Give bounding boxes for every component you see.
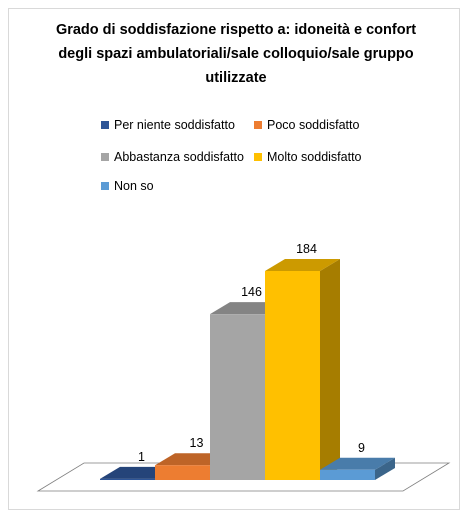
legend-swatch-per-niente — [101, 121, 109, 129]
chart-title-line-2: degli spazi ambulatoriali/sale colloquio… — [58, 46, 414, 62]
data-label-per-niente: 1 — [138, 450, 145, 464]
legend-swatch-poco — [254, 121, 262, 129]
data-label-poco: 13 — [190, 436, 204, 450]
bar-molto — [265, 271, 320, 480]
chart-title-line-1: Grado di soddisfazione rispetto a: idone… — [55, 22, 417, 38]
chart-title-line-3: utilizzate — [205, 70, 267, 86]
legend-item-abbastanza: Abbastanza soddisfatto — [101, 150, 244, 164]
legend-label-non-so: Non so — [114, 179, 154, 193]
legend-label-poco: Poco soddisfatto — [267, 118, 360, 132]
bar-top-non-so — [320, 457, 395, 470]
bar-top-molto — [265, 259, 340, 271]
bar-non-so — [320, 469, 375, 480]
data-label-non-so: 9 — [358, 441, 365, 455]
legend-item-poco: Poco soddisfatto — [254, 118, 359, 132]
legend-label-per-niente: Per niente soddisfatto — [114, 118, 235, 132]
data-label-molto: 184 — [296, 242, 317, 256]
legend-label-molto: Molto soddisfatto — [267, 150, 362, 164]
bar-poco — [155, 465, 210, 480]
data-label-abbastanza: 146 — [241, 285, 262, 299]
legend-label-abbastanza: Abbastanza soddisfatto — [114, 150, 244, 164]
chart-title: Grado di soddisfazione rispetto a: idone… — [10, 18, 462, 90]
bar-side-non-so — [375, 457, 395, 480]
bar-side-molto — [320, 259, 340, 480]
legend-item-per-niente: Per niente soddisfatto — [101, 118, 235, 132]
legend-swatch-molto — [254, 153, 262, 161]
legend-item-non-so: Non so — [101, 179, 154, 193]
bar-abbastanza — [210, 314, 265, 480]
legend-item-molto: Molto soddisfatto — [254, 150, 362, 164]
bar-per-niente — [100, 478, 155, 480]
legend-swatch-abbastanza — [101, 153, 109, 161]
legend-swatch-non-so — [101, 182, 109, 190]
